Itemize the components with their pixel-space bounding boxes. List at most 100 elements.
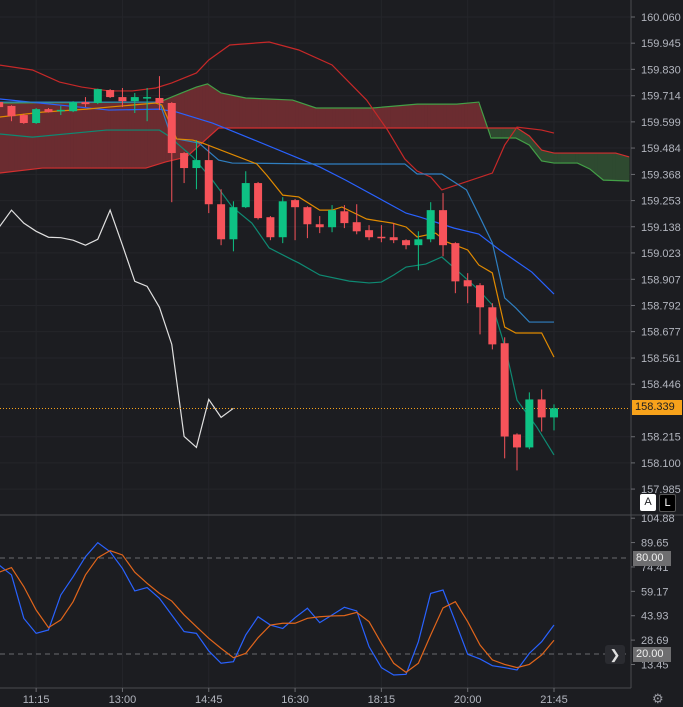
cloud-segment xyxy=(79,102,83,169)
candle[interactable] xyxy=(7,105,16,122)
scroll-to-realtime-button[interactable]: ❯ xyxy=(605,645,625,664)
candle-body xyxy=(303,207,312,225)
candle[interactable] xyxy=(93,88,102,105)
price-tick-label: 158.907 xyxy=(641,274,681,286)
candle[interactable] xyxy=(525,392,534,450)
cloud-segment xyxy=(372,107,376,129)
cloud-segment xyxy=(489,128,493,139)
candle[interactable] xyxy=(315,216,324,234)
candle[interactable] xyxy=(167,102,176,203)
candle[interactable] xyxy=(229,201,238,252)
cloud-segment xyxy=(110,102,114,169)
candle[interactable] xyxy=(0,101,4,108)
candle-body xyxy=(106,90,115,98)
log-scale-button[interactable]: L xyxy=(659,494,676,512)
candle[interactable] xyxy=(266,216,275,241)
candle[interactable] xyxy=(180,152,189,184)
cloud-segment xyxy=(384,106,388,129)
cloud-segment xyxy=(618,153,623,181)
cloud-segment xyxy=(338,108,342,129)
candle[interactable] xyxy=(56,105,65,116)
candle[interactable] xyxy=(69,101,78,113)
time-tick-label: 16:30 xyxy=(281,694,309,706)
candle[interactable] xyxy=(291,199,300,241)
candle[interactable] xyxy=(303,206,312,239)
candle[interactable] xyxy=(106,89,115,98)
cloud-segment xyxy=(356,108,361,129)
cloud-segment xyxy=(156,102,160,165)
candle[interactable] xyxy=(476,283,485,335)
cloud-segment xyxy=(239,96,243,129)
price-tick-label: 159.023 xyxy=(641,248,681,260)
candle[interactable] xyxy=(192,140,201,190)
candle[interactable] xyxy=(241,171,250,209)
candle[interactable] xyxy=(463,273,472,304)
cloud-segment xyxy=(455,103,459,129)
candle[interactable] xyxy=(217,189,226,246)
auto-scale-button[interactable]: A xyxy=(640,494,656,511)
oscillator-tick-label: 59.17 xyxy=(641,586,669,598)
cloud-segment xyxy=(2,102,6,173)
cloud-segment xyxy=(547,151,552,163)
candle-body xyxy=(69,102,78,112)
oscillator-pane[interactable] xyxy=(0,541,630,676)
cloud-segment xyxy=(187,89,191,157)
candle[interactable] xyxy=(451,242,460,294)
current-price-badge: 158.339 xyxy=(632,400,682,415)
cloud-segment xyxy=(443,104,447,129)
cloud-segment xyxy=(205,84,210,140)
candle[interactable] xyxy=(118,87,127,108)
cloud-segment xyxy=(224,93,228,129)
candle[interactable] xyxy=(439,193,448,257)
cloud-segment xyxy=(523,132,527,144)
cloud-segment xyxy=(378,107,382,129)
cloud-segment xyxy=(412,104,416,129)
candle[interactable] xyxy=(352,204,361,235)
candle[interactable] xyxy=(44,108,53,113)
price-tick-label: 159.138 xyxy=(641,222,681,234)
cloud-segment xyxy=(128,102,132,169)
time-tick-label: 18:15 xyxy=(368,694,396,706)
candle[interactable] xyxy=(402,239,411,250)
cloud-segment xyxy=(421,104,425,129)
cloud-segment xyxy=(332,108,336,129)
candle[interactable] xyxy=(19,113,28,124)
candle[interactable] xyxy=(365,225,374,241)
cloud-segment xyxy=(116,102,120,169)
candle[interactable] xyxy=(328,205,337,233)
candle[interactable] xyxy=(377,225,386,243)
cloud-segment xyxy=(581,153,586,167)
candle[interactable] xyxy=(414,231,423,271)
candle[interactable] xyxy=(500,337,509,459)
candle[interactable] xyxy=(537,389,546,432)
candle[interactable] xyxy=(340,205,349,229)
candle[interactable] xyxy=(81,97,90,108)
candle[interactable] xyxy=(426,202,435,243)
price-pane[interactable] xyxy=(0,41,630,471)
candle[interactable] xyxy=(389,223,398,244)
gear-icon: ⚙ xyxy=(652,691,664,706)
cloud-segment xyxy=(449,104,453,129)
cloud-segment xyxy=(103,102,108,169)
candle[interactable] xyxy=(143,87,152,122)
cloud-segment xyxy=(248,98,253,129)
candle[interactable] xyxy=(254,181,263,220)
settings-button[interactable]: ⚙ xyxy=(652,692,666,706)
senkou-a-line xyxy=(0,83,630,182)
time-tick-label: 13:00 xyxy=(109,694,137,706)
candle[interactable] xyxy=(550,404,558,431)
candle[interactable] xyxy=(204,145,213,214)
cloud-segment xyxy=(196,86,200,149)
cloud-segment xyxy=(113,102,117,169)
candle-body xyxy=(32,109,41,124)
cloud-segment xyxy=(624,155,629,181)
candle[interactable] xyxy=(488,303,497,350)
candle[interactable] xyxy=(513,433,522,471)
axes xyxy=(0,0,683,689)
candle-body xyxy=(315,224,324,228)
candle[interactable] xyxy=(278,197,287,244)
candle[interactable] xyxy=(130,92,139,114)
candle[interactable] xyxy=(32,108,41,124)
candle[interactable] xyxy=(155,76,164,111)
